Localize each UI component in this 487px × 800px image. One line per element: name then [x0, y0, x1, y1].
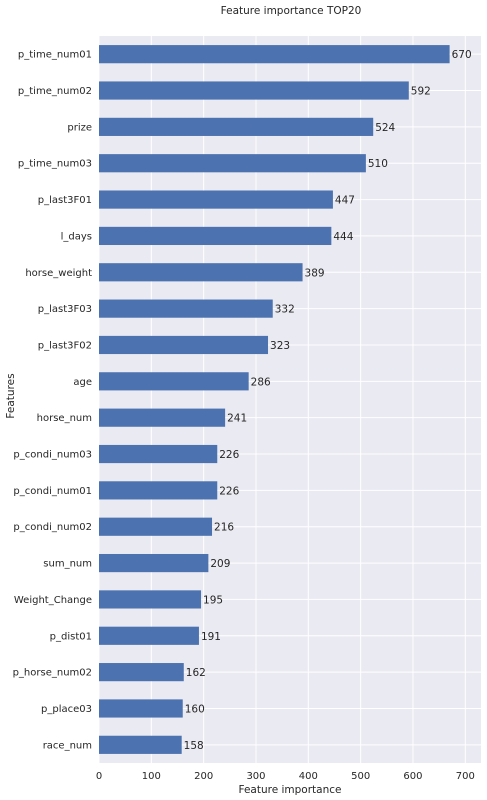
bar — [99, 481, 218, 500]
value-label: 216 — [214, 522, 234, 534]
y-tick-label: p_time_num03 — [18, 159, 92, 170]
bar — [99, 735, 182, 754]
y-tick-label: p_last3F03 — [38, 304, 92, 315]
y-tick-label: p_time_num01 — [18, 50, 92, 61]
bar — [99, 626, 199, 645]
value-label: 158 — [184, 740, 204, 752]
bar — [99, 699, 183, 718]
x-tick-label: 300 — [246, 771, 265, 782]
value-label: 524 — [375, 122, 395, 134]
y-axis-label: Features — [5, 373, 17, 418]
x-tick-label: 200 — [194, 771, 213, 782]
value-label: 162 — [186, 667, 206, 679]
y-tick-label: p_condi_num01 — [13, 486, 92, 497]
y-tick-label: horse_num — [37, 413, 92, 424]
bar — [99, 553, 209, 573]
bar — [99, 444, 218, 464]
value-label: 323 — [270, 340, 290, 352]
bar — [99, 154, 366, 173]
value-label: 241 — [227, 413, 247, 425]
value-label: 332 — [275, 304, 295, 316]
y-tick-label: Weight_Change — [14, 595, 92, 606]
bar — [99, 663, 184, 682]
y-tick-label: p_time_num02 — [18, 86, 92, 97]
value-label: 191 — [201, 631, 221, 643]
chart-title: Feature importance TOP20 — [221, 5, 362, 17]
value-label: 389 — [305, 267, 325, 279]
x-tick-label: 600 — [403, 771, 422, 782]
value-label: 195 — [203, 594, 223, 606]
x-tick-label: 500 — [351, 771, 370, 782]
value-label: 160 — [185, 703, 205, 715]
y-tick-label: p_place03 — [41, 704, 92, 715]
bar — [99, 590, 202, 609]
value-label: 226 — [219, 449, 239, 461]
bars — [99, 45, 450, 754]
bar — [99, 190, 333, 209]
plot-area — [99, 36, 481, 763]
value-label: 226 — [219, 485, 239, 497]
y-tick-label: p_last3F02 — [38, 340, 92, 351]
bar — [99, 372, 249, 391]
x-tick-label: 400 — [299, 771, 318, 782]
y-tick-label: p_dist01 — [50, 631, 92, 642]
y-tick-label: p_condi_num02 — [13, 522, 92, 533]
bar — [99, 45, 450, 64]
value-label: 286 — [251, 376, 271, 388]
x-tick-labels: 0 100 200 300 400 500 600 700 — [96, 771, 475, 782]
y-tick-label: horse_weight — [25, 268, 92, 279]
y-tick-label: p_condi_num03 — [13, 450, 92, 461]
x-tick-label: 700 — [456, 771, 475, 782]
y-tick-label: race_num — [43, 740, 92, 751]
y-tick-label: prize — [67, 122, 92, 133]
x-axis-label: Feature importance — [238, 784, 341, 796]
bar — [99, 263, 303, 282]
y-tick-label: p_last3F01 — [38, 195, 92, 206]
x-tick-label: 100 — [142, 771, 161, 782]
value-label: 510 — [368, 158, 388, 170]
bar — [99, 408, 226, 427]
bar — [99, 226, 332, 246]
bar — [99, 335, 269, 355]
value-label: 670 — [452, 49, 472, 61]
value-labels: 670 592 524 510 447 444 389 332 323 286 241 226 226 2… — [184, 49, 472, 752]
y-tick-label: age — [73, 377, 92, 388]
bar — [99, 299, 273, 318]
value-label: 444 — [333, 231, 353, 243]
y-tick-label: p_horse_num02 — [13, 668, 92, 679]
bar — [99, 517, 213, 536]
value-label: 209 — [210, 558, 230, 570]
bar — [99, 81, 409, 100]
value-label: 592 — [411, 86, 431, 98]
y-tick-label: l_days — [61, 231, 92, 242]
x-tick-label: 0 — [96, 771, 102, 782]
y-tick-label: sum_num — [43, 559, 92, 570]
bar — [99, 117, 374, 136]
value-label: 447 — [335, 195, 355, 207]
